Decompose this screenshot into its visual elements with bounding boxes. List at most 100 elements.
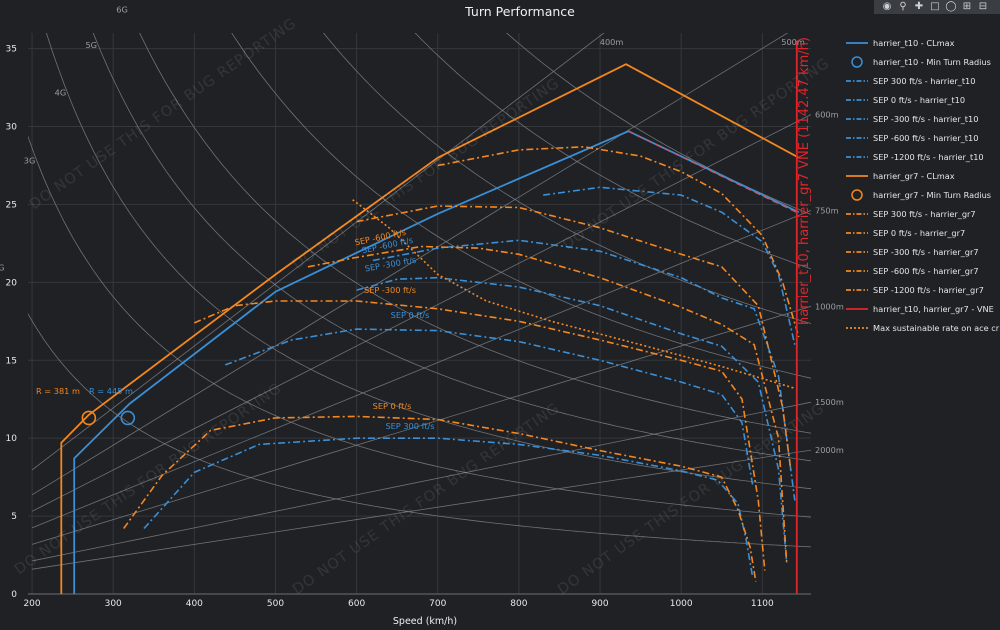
legend-label: harrier_t10 - CLmax: [873, 37, 955, 48]
legend-label: SEP -1200 ft/s - harrier_gr7: [873, 284, 984, 295]
grid: [28, 33, 811, 595]
series-line[interactable]: [193, 300, 766, 571]
y-tick-label: 35: [6, 45, 17, 55]
g-line: [505, 33, 811, 215]
vne-label: harrier_t10, harrier_gr7 VNE (1142.47 km…: [797, 37, 812, 325]
legend-item[interactable]: SEP -1200 ft/s - harrier_gr7: [846, 280, 1000, 299]
legend-swatch: [846, 174, 868, 177]
series-line[interactable]: [372, 239, 796, 501]
legend-item[interactable]: SEP 300 ft/s - harrier_gr7: [846, 204, 1000, 223]
series-data-label: SEP 0 ft/s: [373, 401, 412, 411]
legend-item[interactable]: SEP 300 ft/s - harrier_t10: [846, 71, 1000, 90]
legend-item[interactable]: SEP -600 ft/s - harrier_t10: [846, 128, 1000, 147]
min-turn-radius-marker[interactable]: [81, 410, 97, 426]
overlap-line: [628, 130, 797, 213]
legend-swatch: [846, 79, 868, 82]
series-line[interactable]: [356, 276, 788, 563]
x-tick-label: 700: [429, 599, 446, 609]
g-line: [414, 33, 811, 270]
g-line: [92, 33, 811, 462]
series-line[interactable]: [307, 245, 788, 563]
series-line[interactable]: [356, 205, 792, 470]
legend-label: SEP 300 ft/s - harrier_t10: [873, 75, 976, 86]
legend-swatch: [851, 55, 863, 68]
lasso-icon[interactable]: ◯: [945, 1, 957, 12]
plot-area[interactable]: [0, 0, 843, 594]
plot-labels: 200 300 400 500 600 700 800 900 1000 1100 0 5 10 15 20…: [0, 4, 844, 609]
g-line: [323, 33, 811, 324]
legend-item[interactable]: harrier_gr7 - Min Turn Radius: [846, 185, 1000, 204]
legend-swatch: [846, 212, 868, 215]
series-line[interactable]: [60, 63, 800, 594]
radius-line-label: 600m: [815, 110, 839, 120]
y-tick-label: 25: [6, 200, 17, 210]
zoom-out-icon[interactable]: ⊟: [978, 1, 988, 12]
legend-swatch: [846, 117, 868, 120]
legend-swatch: [846, 98, 868, 101]
legend-item[interactable]: harrier_gr7 - CLmax: [846, 166, 1000, 185]
legend-swatch: [846, 288, 868, 291]
legend-swatch: [846, 307, 868, 310]
radius-line: [31, 33, 789, 496]
radius-line-label: 1000m: [815, 301, 844, 311]
series-line[interactable]: [437, 146, 800, 338]
x-tick-label: 500: [267, 599, 284, 609]
x-tick-label: 900: [591, 599, 608, 609]
min-turn-radius-marker[interactable]: [120, 410, 136, 426]
chart-title: Turn Performance: [464, 4, 575, 19]
zoom-in-icon[interactable]: ⊞: [962, 1, 972, 12]
box-select-icon[interactable]: □: [930, 1, 940, 12]
legend-item[interactable]: SEP 0 ft/s - harrier_gr7: [846, 223, 1000, 242]
g-line-label: 5G: [85, 40, 97, 50]
radius-line: [31, 401, 811, 562]
g-line: [231, 33, 811, 379]
legend-label: harrier_t10, harrier_gr7 - VNE: [873, 303, 994, 314]
legend-item[interactable]: SEP 0 ft/s - harrier_t10: [846, 90, 1000, 109]
series-data-label: SEP -300 ft/s: [364, 285, 416, 295]
legend-label: SEP 0 ft/s - harrier_gr7: [873, 227, 966, 238]
g-line-label: 6G: [116, 4, 128, 14]
series-line[interactable]: [143, 437, 754, 578]
camera-icon[interactable]: ◉: [882, 1, 892, 12]
legend-item[interactable]: harrier_t10 - CLmax: [846, 33, 1000, 52]
legend-label: SEP -1200 ft/s - harrier_t10: [873, 151, 984, 162]
modebar: ◉ ⚲ ✚ □ ◯ ⊞ ⊟: [874, 0, 1000, 14]
legend-swatch: [846, 250, 868, 253]
g-line: [46, 33, 811, 490]
legend-item[interactable]: harrier_t10 - Min Turn Radius: [846, 52, 1000, 71]
legend-label: SEP -600 ft/s - harrier_gr7: [873, 265, 979, 276]
series-line[interactable]: [352, 199, 796, 390]
g-line-label: 4G: [55, 88, 67, 98]
radius-line: [31, 33, 605, 471]
legend-swatch: [851, 188, 863, 201]
zoom-icon[interactable]: ⚲: [899, 1, 907, 12]
series-line[interactable]: [543, 186, 796, 345]
pan-icon[interactable]: ✚: [914, 1, 924, 12]
legend-swatch: [846, 269, 868, 272]
min-turn-radius-label: R = 445 m: [89, 386, 133, 396]
x-tick-label: 600: [348, 599, 365, 609]
x-tick-label: 300: [105, 599, 122, 609]
y-tick-label: 30: [6, 123, 18, 133]
legend-item[interactable]: SEP -600 ft/s - harrier_gr7: [846, 261, 1000, 280]
legend-item[interactable]: Max sustainable rate on ace cr: [846, 318, 1000, 337]
x-tick-label: 1100: [751, 599, 774, 609]
x-tick-label: 800: [510, 599, 527, 609]
series-line[interactable]: [73, 130, 800, 594]
legend-item[interactable]: SEP -300 ft/s - harrier_gr7: [846, 242, 1000, 261]
x-tick-label: 200: [23, 599, 40, 609]
series-line[interactable]: [224, 328, 754, 486]
legend: harrier_t10 - CLmax harrier_t10 - Min Tur…: [846, 33, 1000, 337]
legend-label: harrier_gr7 - Min Turn Radius: [873, 189, 992, 200]
y-tick-label: 10: [6, 434, 18, 444]
legend-item[interactable]: SEP -300 ft/s - harrier_t10: [846, 109, 1000, 128]
legend-item[interactable]: harrier_t10, harrier_gr7 - VNE: [846, 299, 1000, 318]
radius-line: [31, 114, 811, 512]
legend-item[interactable]: SEP -1200 ft/s - harrier_t10: [846, 147, 1000, 166]
series-data-label: SEP 0 ft/s: [391, 310, 430, 320]
series-line[interactable]: [123, 415, 757, 582]
min-turn-radius-label: R = 381 m: [36, 386, 80, 396]
radius-line: [31, 305, 811, 545]
radius-line-label: 500m: [781, 37, 805, 47]
